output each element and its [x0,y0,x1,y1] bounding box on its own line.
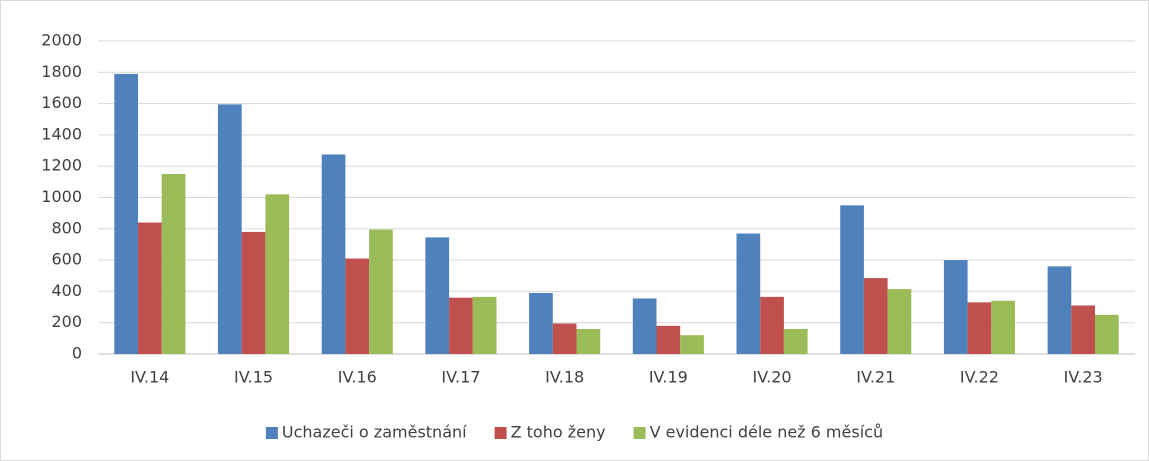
y-tick-label: 800 [51,218,82,237]
bar [218,104,242,354]
bar [840,205,864,354]
legend-swatch [265,427,278,439]
bar [1047,266,1072,354]
bar [241,231,266,354]
bar [783,328,808,354]
bar [1071,305,1095,354]
bar [529,292,553,354]
x-tick-label: IV.21 [856,368,895,387]
bar [161,174,186,354]
y-tick-label: 600 [51,250,82,269]
bar [449,297,473,354]
y-tick-label: 1400 [41,124,82,143]
bar [369,229,393,354]
y-tick-label: 400 [51,281,82,300]
bar [736,233,761,354]
bar [114,73,138,355]
bar [265,194,290,354]
x-tick-label: IV.23 [1064,368,1103,387]
legend-label: Z toho ženy [511,423,606,442]
bar [680,335,704,354]
bar [345,258,370,354]
bar [138,222,162,354]
bar [991,300,1015,354]
legend-label: Uchazeči o zaměstnání [282,423,467,442]
y-tick-label: 1600 [41,93,82,112]
y-tick-label: 200 [51,312,82,331]
x-tick-label: IV.20 [753,368,792,387]
y-tick-label: 1800 [41,62,82,81]
legend-swatch [633,427,646,439]
y-tick-label: 2000 [41,31,82,50]
x-tick-label: IV.16 [338,368,377,387]
x-tick-label: IV.22 [960,368,999,387]
y-tick-label: 1200 [41,156,82,175]
y-tick-label: 1000 [41,187,82,206]
x-tick-label: IV.15 [234,368,273,387]
bar [863,278,888,354]
bar [321,154,346,354]
y-tick-label: 0 [72,344,82,363]
bar [576,328,601,354]
x-tick-label: IV.19 [649,368,688,387]
bar [967,302,992,354]
bar [656,325,681,354]
bar [472,296,497,354]
bar [760,296,784,354]
bar [1095,314,1119,354]
legend-swatch [494,427,507,439]
legend-label: V evidenci déle než 6 měsíců [650,423,884,442]
bar [425,237,450,354]
x-tick-label: IV.18 [545,368,584,387]
bar [552,323,577,354]
x-tick-label: IV.14 [130,368,169,387]
bar [632,298,657,354]
bar [887,289,912,354]
x-tick-label: IV.17 [441,368,480,387]
bar [943,260,968,354]
